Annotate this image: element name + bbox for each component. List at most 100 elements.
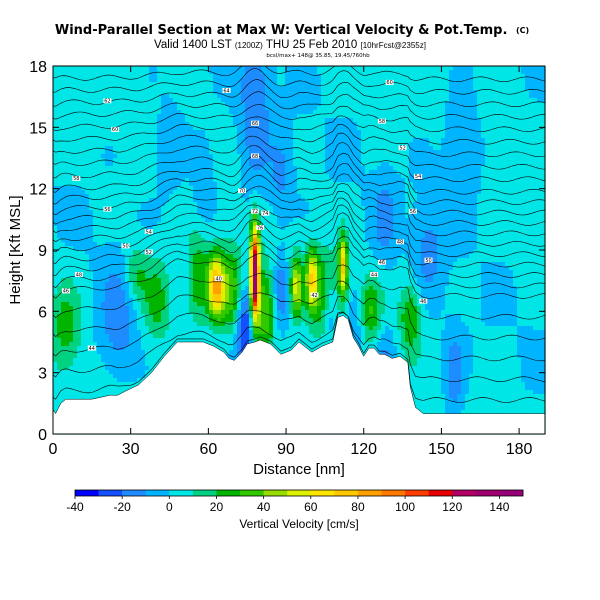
velocity-cell bbox=[81, 134, 86, 139]
velocity-cell bbox=[213, 130, 218, 135]
velocity-cell bbox=[145, 138, 150, 143]
velocity-cell bbox=[161, 290, 166, 295]
velocity-cell bbox=[137, 130, 142, 135]
velocity-cell bbox=[145, 98, 150, 103]
velocity-cell bbox=[145, 366, 150, 371]
velocity-cell bbox=[257, 302, 262, 307]
velocity-cell bbox=[241, 106, 246, 111]
velocity-cell bbox=[197, 74, 202, 79]
velocity-cell bbox=[129, 226, 134, 231]
velocity-cell bbox=[193, 78, 198, 83]
velocity-cell bbox=[197, 114, 202, 119]
velocity-cell bbox=[73, 290, 78, 295]
velocity-cell bbox=[201, 194, 206, 199]
velocity-cell bbox=[205, 322, 210, 327]
velocity-cell bbox=[117, 82, 122, 87]
velocity-cell bbox=[245, 238, 250, 243]
velocity-cell bbox=[193, 142, 198, 147]
velocity-cell bbox=[157, 322, 162, 327]
velocity-cell bbox=[65, 166, 70, 171]
velocity-cell bbox=[77, 122, 82, 127]
velocity-cell bbox=[169, 326, 174, 331]
velocity-cell bbox=[169, 214, 174, 219]
velocity-cell bbox=[117, 290, 122, 295]
velocity-cell bbox=[149, 282, 154, 287]
velocity-cell bbox=[265, 254, 270, 259]
velocity-cell bbox=[201, 306, 206, 311]
velocity-cell bbox=[245, 230, 250, 235]
velocity-cell bbox=[117, 90, 122, 95]
velocity-cell bbox=[53, 342, 58, 347]
velocity-cell bbox=[217, 310, 222, 315]
velocity-cell bbox=[253, 82, 258, 87]
velocity-cell bbox=[105, 250, 110, 255]
velocity-cell bbox=[113, 70, 118, 75]
velocity-cell bbox=[225, 278, 230, 283]
velocity-cell bbox=[121, 218, 126, 223]
velocity-cell bbox=[177, 130, 182, 135]
velocity-cell bbox=[105, 302, 110, 307]
velocity-cell bbox=[129, 126, 134, 131]
velocity-cell bbox=[57, 314, 62, 319]
velocity-cell bbox=[133, 94, 138, 99]
velocity-cell bbox=[109, 194, 114, 199]
velocity-cell bbox=[129, 206, 134, 211]
velocity-cell bbox=[161, 322, 166, 327]
velocity-cell bbox=[173, 218, 178, 223]
velocity-cell bbox=[245, 270, 250, 275]
velocity-cell bbox=[165, 266, 170, 271]
velocity-cell bbox=[109, 90, 114, 95]
velocity-cell bbox=[85, 106, 90, 111]
velocity-cell bbox=[257, 130, 262, 135]
velocity-cell bbox=[213, 86, 218, 91]
velocity-cell bbox=[241, 170, 246, 175]
velocity-cell bbox=[149, 190, 154, 195]
velocity-cell bbox=[209, 258, 214, 263]
velocity-cell bbox=[149, 94, 154, 99]
velocity-cell bbox=[113, 274, 118, 279]
velocity-cell bbox=[185, 166, 190, 171]
velocity-cell bbox=[53, 278, 58, 283]
velocity-cell bbox=[73, 170, 78, 175]
velocity-cell bbox=[73, 262, 78, 267]
velocity-cell bbox=[265, 166, 270, 171]
velocity-cell bbox=[237, 194, 242, 199]
velocity-cell bbox=[161, 102, 166, 107]
velocity-cell bbox=[201, 130, 206, 135]
velocity-cell bbox=[237, 334, 242, 339]
velocity-cell bbox=[149, 322, 154, 327]
velocity-cell bbox=[205, 214, 210, 219]
velocity-cell bbox=[137, 90, 142, 95]
velocity-cell bbox=[93, 358, 98, 363]
velocity-cell bbox=[97, 270, 102, 275]
velocity-cell bbox=[201, 94, 206, 99]
velocity-cell bbox=[105, 262, 110, 267]
velocity-cell bbox=[109, 238, 114, 243]
velocity-cell bbox=[137, 234, 142, 239]
velocity-cell bbox=[213, 106, 218, 111]
velocity-cell bbox=[53, 274, 58, 279]
velocity-cell bbox=[121, 102, 126, 107]
velocity-cell bbox=[117, 238, 122, 243]
velocity-cell bbox=[237, 298, 242, 303]
velocity-cell bbox=[233, 234, 238, 239]
velocity-cell bbox=[177, 218, 182, 223]
velocity-cell bbox=[209, 170, 214, 175]
velocity-cell bbox=[57, 306, 62, 311]
velocity-cell bbox=[257, 326, 262, 331]
velocity-cell bbox=[205, 294, 210, 299]
velocity-cell bbox=[93, 226, 98, 231]
velocity-cell bbox=[69, 274, 74, 279]
velocity-cell bbox=[77, 142, 82, 147]
velocity-cell bbox=[269, 94, 274, 99]
velocity-cell bbox=[89, 330, 94, 335]
velocity-cell bbox=[105, 334, 110, 339]
velocity-cell bbox=[97, 262, 102, 267]
velocity-cell bbox=[93, 98, 98, 103]
velocity-cell bbox=[181, 158, 186, 163]
velocity-cell bbox=[137, 190, 142, 195]
velocity-cell bbox=[197, 258, 202, 263]
velocity-cell bbox=[213, 202, 218, 207]
velocity-cell bbox=[133, 382, 138, 387]
velocity-cell bbox=[205, 146, 210, 151]
